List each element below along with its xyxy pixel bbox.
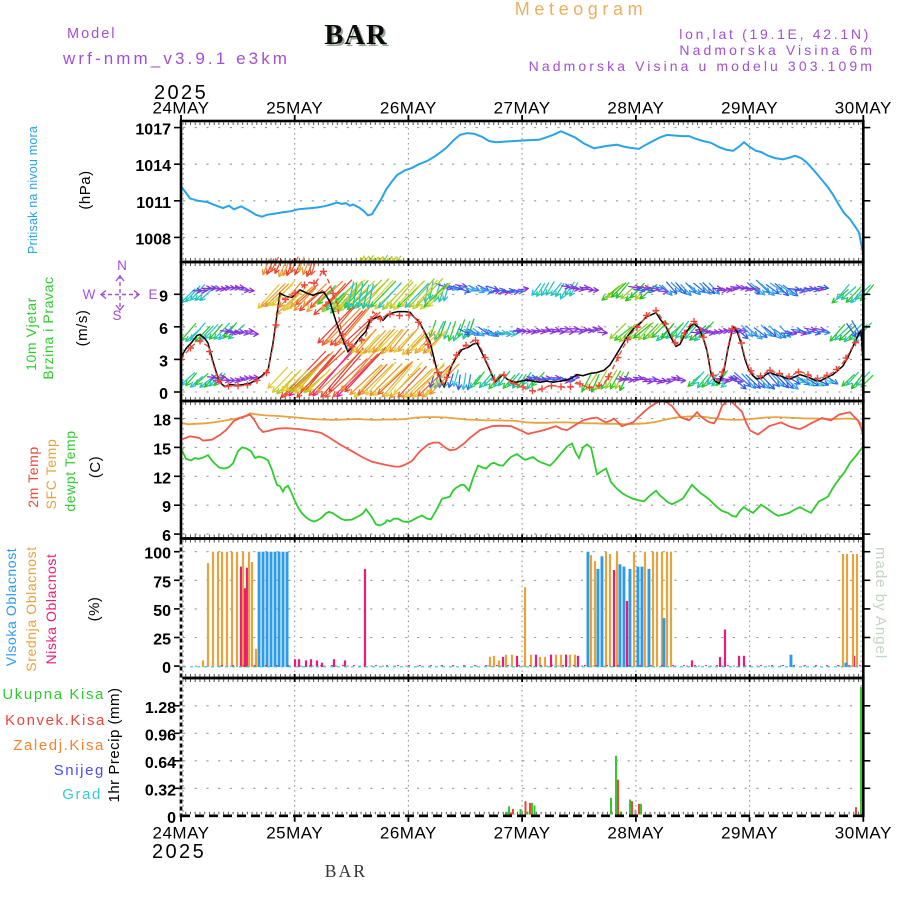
svg-text:(hPa): (hPa) bbox=[77, 170, 94, 209]
svg-text:Niska Oblacnost: Niska Oblacnost bbox=[43, 554, 59, 665]
svg-text:(m/s): (m/s) bbox=[74, 310, 91, 347]
svg-text:3: 3 bbox=[159, 353, 168, 370]
svg-text:2025: 2025 bbox=[154, 82, 208, 104]
svg-text:0: 0 bbox=[167, 810, 176, 827]
svg-text:6: 6 bbox=[162, 528, 171, 545]
svg-text:Ukupna Kisa: Ukupna Kisa bbox=[2, 686, 105, 703]
svg-text:1hr Precip (mm): 1hr Precip (mm) bbox=[106, 687, 123, 802]
svg-text:BAR: BAR bbox=[324, 20, 387, 51]
svg-text:24MAY: 24MAY bbox=[153, 824, 210, 843]
svg-text:Nadmorska Visina u modelu 303.: Nadmorska Visina u modelu 303.109m bbox=[529, 58, 875, 74]
svg-text:50: 50 bbox=[153, 603, 171, 620]
svg-text:0: 0 bbox=[162, 660, 171, 677]
svg-text:1008: 1008 bbox=[135, 231, 171, 248]
svg-text:26MAY: 26MAY bbox=[380, 824, 437, 843]
svg-text:25: 25 bbox=[153, 632, 171, 649]
svg-text:24MAY: 24MAY bbox=[153, 99, 210, 118]
svg-text:1011: 1011 bbox=[136, 195, 171, 212]
svg-text:BAR: BAR bbox=[326, 22, 389, 53]
svg-text:Snijeg: Snijeg bbox=[54, 762, 105, 779]
svg-text:Nadmorska Visina 6m: Nadmorska Visina 6m bbox=[679, 42, 875, 58]
svg-text:Model: Model bbox=[67, 26, 117, 42]
svg-text:28MAY: 28MAY bbox=[607, 824, 664, 843]
svg-text:30MAY: 30MAY bbox=[835, 824, 892, 843]
svg-text:29MAY: 29MAY bbox=[721, 99, 778, 118]
svg-text:Zaledj.Kisa: Zaledj.Kisa bbox=[13, 737, 105, 754]
svg-text:9: 9 bbox=[162, 499, 171, 516]
svg-text:N: N bbox=[117, 258, 127, 273]
svg-text:15: 15 bbox=[153, 441, 171, 458]
svg-text:Vlsoka Oblacnost: Vlsoka Oblacnost bbox=[3, 548, 19, 667]
svg-text:27MAY: 27MAY bbox=[494, 99, 551, 118]
svg-text:25MAY: 25MAY bbox=[266, 824, 323, 843]
svg-text:28MAY: 28MAY bbox=[607, 99, 664, 118]
svg-text:0: 0 bbox=[159, 386, 168, 403]
svg-text:1.28: 1.28 bbox=[145, 700, 176, 717]
svg-text:18: 18 bbox=[153, 413, 171, 430]
svg-text:26MAY: 26MAY bbox=[380, 99, 437, 118]
svg-text:12: 12 bbox=[153, 470, 171, 487]
svg-text:BAR: BAR bbox=[325, 861, 368, 881]
svg-text:Brzina i Pravac: Brzina i Pravac bbox=[40, 276, 56, 379]
svg-text:6: 6 bbox=[159, 321, 168, 338]
svg-text:Srednja Oblacnost: Srednja Oblacnost bbox=[23, 546, 39, 671]
svg-text:(C): (C) bbox=[87, 456, 104, 478]
svg-text:9: 9 bbox=[159, 288, 168, 305]
svg-text:(%): (%) bbox=[86, 597, 103, 622]
svg-text:Konvek.Kisa: Konvek.Kisa bbox=[5, 712, 106, 729]
svg-text:E: E bbox=[148, 287, 157, 302]
svg-text:0.32: 0.32 bbox=[145, 782, 176, 799]
svg-text:29MAY: 29MAY bbox=[721, 824, 778, 843]
svg-text:100: 100 bbox=[144, 546, 171, 563]
svg-text:Pritisak na nivou mora: Pritisak na nivou mora bbox=[26, 126, 40, 254]
svg-text:27MAY: 27MAY bbox=[494, 824, 551, 843]
svg-text:Grad: Grad bbox=[62, 786, 102, 803]
svg-text:dewpt Temp: dewpt Temp bbox=[62, 430, 78, 511]
svg-text:made by Angel: made by Angel bbox=[872, 547, 889, 659]
svg-text:wrf-nmm_v3.9.1 e3km: wrf-nmm_v3.9.1 e3km bbox=[62, 49, 290, 68]
svg-text:0.96: 0.96 bbox=[145, 727, 176, 744]
svg-text:30MAY: 30MAY bbox=[835, 99, 892, 118]
svg-text:W: W bbox=[83, 287, 96, 302]
svg-text:2025: 2025 bbox=[152, 841, 206, 863]
svg-text:2m Temp: 2m Temp bbox=[25, 446, 41, 508]
svg-text:25MAY: 25MAY bbox=[266, 99, 323, 118]
svg-text:10m Vjetar: 10m Vjetar bbox=[23, 297, 39, 371]
svg-text:1017: 1017 bbox=[135, 122, 171, 139]
svg-text:Meteogram: Meteogram bbox=[515, 0, 647, 19]
svg-text:75: 75 bbox=[153, 574, 171, 591]
svg-text:lon,lat (19.1E, 42.1N): lon,lat (19.1E, 42.1N) bbox=[679, 26, 871, 42]
svg-text:S: S bbox=[112, 308, 121, 323]
svg-text:0.64: 0.64 bbox=[145, 755, 176, 772]
svg-text:1014: 1014 bbox=[135, 158, 171, 175]
svg-text:SFC Temp: SFC Temp bbox=[43, 439, 59, 510]
